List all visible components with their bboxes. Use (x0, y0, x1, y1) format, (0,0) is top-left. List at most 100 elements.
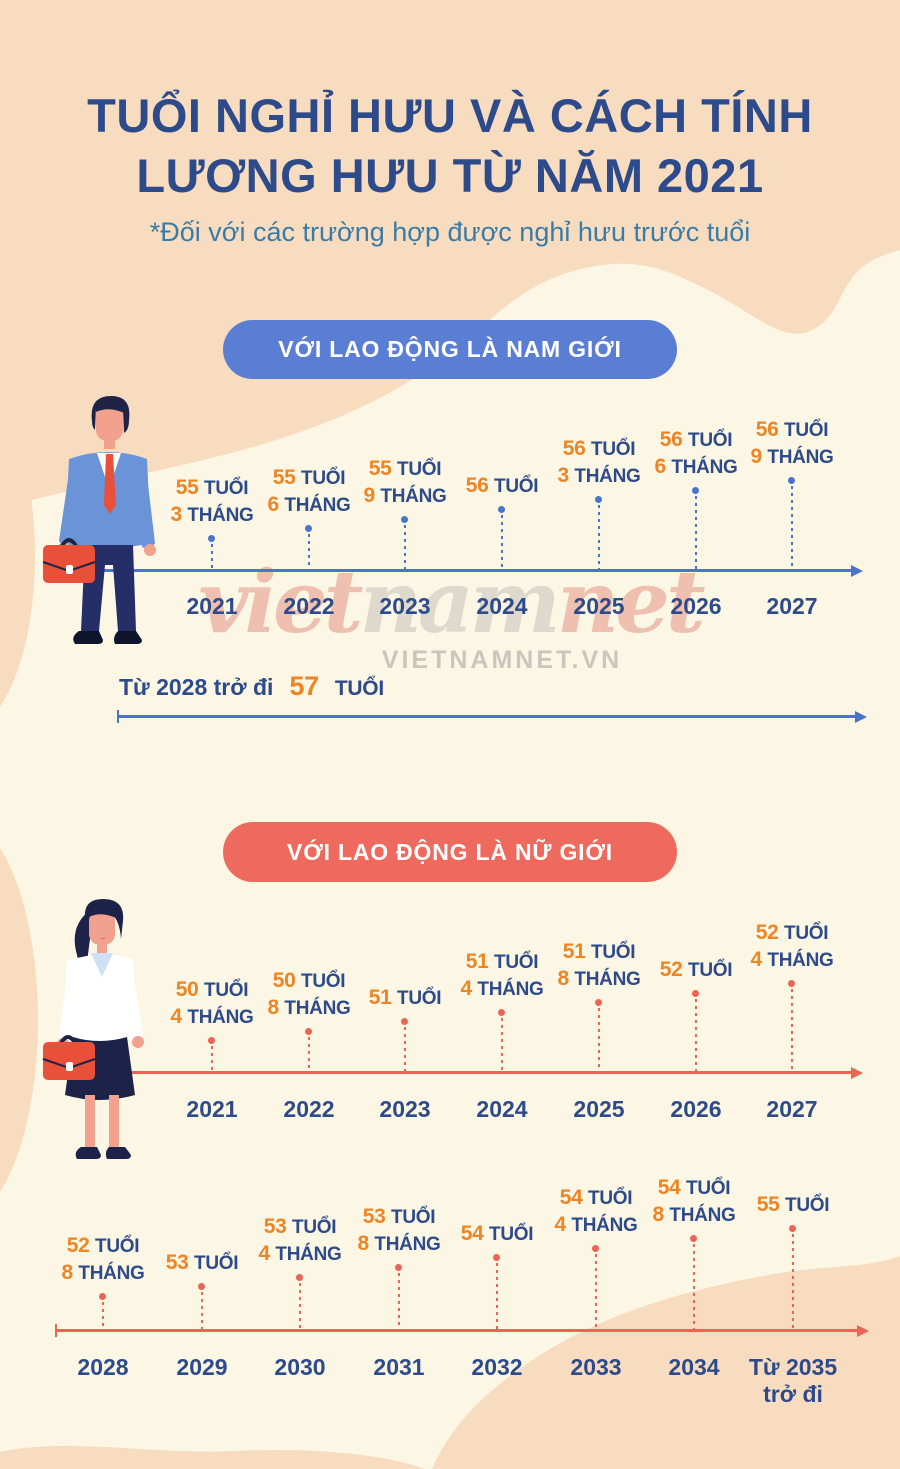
age-word: THÁNG (284, 998, 351, 1019)
age-label-line: 52 TUỔI (8, 1233, 198, 1260)
age-label-line: 55 TUỔI (698, 1192, 888, 1219)
age-number: 4 (554, 1213, 572, 1236)
age-number: 8 (61, 1261, 79, 1284)
timeline-stem (404, 525, 406, 569)
year-label: 2034 (668, 1354, 720, 1380)
age-word: TUỔI (301, 468, 346, 489)
age-word: THÁNG (275, 1244, 342, 1265)
age-label: 50 TUỔI 8 THÁNG (214, 968, 404, 1022)
age-word: TUỔI (489, 1224, 534, 1245)
year-label: 2031 (373, 1354, 425, 1380)
timeline-dot (198, 1283, 205, 1290)
year-label: 2032 (471, 1354, 523, 1380)
age-number: 4 (258, 1242, 276, 1265)
timeline-axis-start-tick (55, 1324, 57, 1337)
age-label: 56 TUỔI (407, 473, 597, 500)
age-number: 8 (267, 996, 285, 1019)
year-label: 2026 (670, 593, 722, 619)
timeline-stem (308, 534, 310, 569)
age-label-line: 53 TUỔI (205, 1214, 395, 1241)
timeline-dot (789, 1225, 796, 1232)
age-label-line: 8 THÁNG (304, 1231, 494, 1258)
year-label: 2021 (186, 593, 238, 619)
timeline-dot (690, 1235, 697, 1242)
male-section-header-pill: VỚI LAO ĐỘNG LÀ NAM GIỚI (223, 320, 677, 379)
age-word: THÁNG (574, 969, 641, 990)
briefcase-icon (42, 1035, 96, 1080)
year-label: 2022 (283, 593, 335, 619)
timeline-dot (692, 487, 699, 494)
timeline-stem (598, 505, 600, 569)
age-number: 50 (272, 969, 302, 992)
timeline-dot (692, 990, 699, 997)
age-number: 56 (562, 437, 592, 460)
age-number: 3 (557, 464, 575, 487)
age-label: 53 TUỔI 4 THÁNG (205, 1214, 395, 1268)
timeline-dot (401, 1018, 408, 1025)
timeline-axis (118, 715, 856, 718)
left-peach-sliver-male (0, 403, 35, 707)
timeline-axis-arrowhead (851, 565, 863, 577)
year-label: 2026 (670, 1096, 722, 1122)
age-label-line: 56 TUỔI (504, 436, 694, 463)
age-number: 54 (657, 1176, 687, 1199)
age-number: 55 (272, 466, 302, 489)
timeline-axis-start-tick (117, 710, 119, 723)
timeline-stem (695, 999, 697, 1071)
timeline-dot (208, 535, 215, 542)
age-word: TUỔI (591, 439, 636, 460)
age-label: 55 TUỔI 9 THÁNG (310, 456, 500, 510)
age-label: 51 TUỔI 8 THÁNG (504, 939, 694, 993)
timeline-dot (99, 1293, 106, 1300)
from-2028-age-word: TUỔI (334, 677, 384, 700)
timeline-stem (695, 496, 697, 569)
age-word: THÁNG (284, 495, 351, 516)
age-label-line: 8 THÁNG (599, 1202, 789, 1229)
age-word: TUỔI (784, 420, 829, 441)
age-label-line: 8 THÁNG (214, 995, 404, 1022)
timeline-dot (788, 980, 795, 987)
age-label-line: 55 TUỔI (310, 456, 500, 483)
age-word: TUỔI (204, 980, 249, 1001)
year-label: 2029 (176, 1354, 228, 1380)
year-label: 2024 (476, 593, 528, 619)
age-label-line: 50 TUỔI (117, 977, 307, 1004)
age-word: TUỔI (194, 1253, 239, 1274)
age-label: 56 TUỔI 3 THÁNG (504, 436, 694, 490)
age-label-line: 56 TUỔI (697, 417, 887, 444)
timeline-axis-arrowhead (855, 711, 867, 723)
timeline-dot (493, 1254, 500, 1261)
left-peach-sliver-female (0, 848, 38, 1192)
age-word: TUỔI (688, 960, 733, 981)
year-label: 2021 (186, 1096, 238, 1122)
age-word: THÁNG (477, 979, 544, 1000)
age-word: TUỔI (688, 430, 733, 451)
age-number: 9 (363, 484, 381, 507)
timeline-axis (70, 569, 852, 572)
year-label: 2030 (274, 1354, 326, 1380)
timeline-stem (791, 989, 793, 1071)
age-number: 8 (357, 1232, 375, 1255)
age-label-line: 3 THÁNG (504, 463, 694, 490)
year-label: 2033 (570, 1354, 622, 1380)
timeline-dot (498, 506, 505, 513)
page-title-line2: LƯƠNG HƯU TỪ NĂM 2021 (136, 149, 764, 202)
age-word: THÁNG (767, 950, 834, 971)
age-word: THÁNG (374, 1234, 441, 1255)
age-number: 51 (465, 950, 495, 973)
age-label-line: 52 TUỔI (697, 920, 887, 947)
age-label: 51 TUỔI 4 THÁNG (407, 949, 597, 1003)
age-label-line: 53 TUỔI (304, 1204, 494, 1231)
timeline-stem (791, 486, 793, 569)
bottom-left-peach-wave (0, 1445, 425, 1469)
age-label-line: 50 TUỔI (214, 968, 404, 995)
age-word: TUỔI (301, 971, 346, 992)
age-word: THÁNG (571, 1215, 638, 1236)
age-label: 55 TUỔI 3 THÁNG (117, 475, 307, 529)
timeline-axis-arrowhead (851, 1067, 863, 1079)
timeline-dot (595, 496, 602, 503)
year-label: 2023 (379, 1096, 431, 1122)
timeline-axis (70, 1071, 852, 1074)
age-number: 51 (368, 986, 398, 1009)
